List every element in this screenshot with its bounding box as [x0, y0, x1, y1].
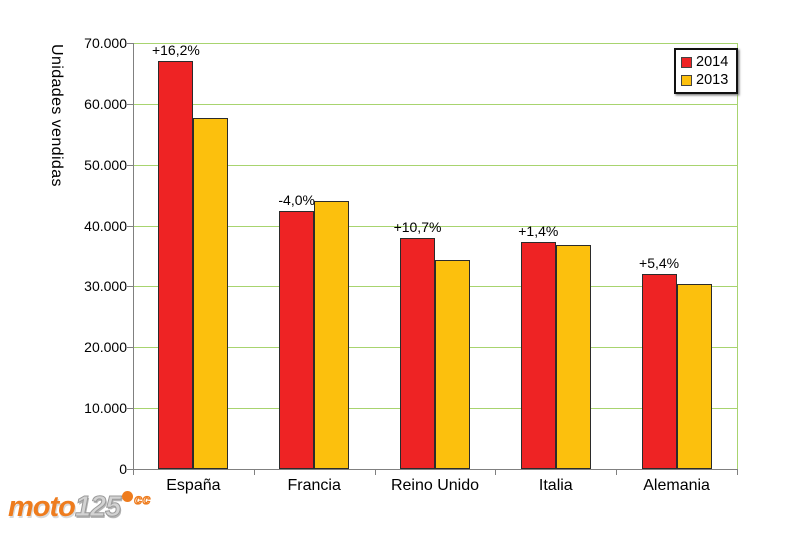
- y-tick-label: 40.000: [84, 217, 127, 234]
- y-tick-label: 30.000: [84, 278, 127, 295]
- x-tick: [616, 470, 618, 475]
- bar-2014: [279, 211, 315, 469]
- legend-label-2013: 2013: [696, 71, 729, 88]
- bar-2014: [158, 61, 194, 469]
- moto125cc-logo: moto125 cc: [8, 490, 151, 527]
- x-tick: [374, 470, 376, 475]
- legend: 2014 2013: [674, 48, 739, 94]
- y-tick: [127, 347, 133, 349]
- bar-2014: [520, 241, 556, 469]
- bar-2014: [400, 237, 435, 469]
- y-axis-title: Unidades vendidas: [48, 44, 65, 187]
- plot-border-right: [737, 43, 738, 469]
- x-tick: [737, 470, 738, 475]
- plot-border-top: [133, 43, 737, 44]
- pct-change-label: +5,4%: [639, 254, 680, 271]
- x-category-label: Italia: [538, 477, 573, 494]
- y-tick-label: 10.000: [84, 400, 127, 417]
- gridline: [133, 103, 737, 105]
- logo-dot-icon: [122, 491, 134, 502]
- y-tick-label: 60.000: [84, 95, 127, 112]
- y-tick-label: 0: [119, 461, 127, 477]
- x-tick: [253, 470, 255, 475]
- bar-2013: [435, 260, 470, 469]
- legend-marker-2013-icon: [681, 74, 692, 86]
- bar-2013: [314, 200, 350, 469]
- bar-2013: [193, 117, 229, 469]
- pct-change-label: -4,0%: [278, 192, 315, 209]
- logo-moto-text: moto: [8, 491, 76, 523]
- logo-125-text: 125: [74, 491, 121, 524]
- y-tick: [127, 225, 133, 227]
- legend-item-2014: 2014: [681, 53, 728, 71]
- y-tick-label: 50.000: [84, 156, 127, 173]
- x-category-label: Francia: [287, 477, 341, 494]
- y-tick-label: 20.000: [84, 339, 127, 356]
- gridline: [133, 225, 737, 227]
- pct-change-label: +10,7%: [393, 218, 442, 235]
- logo-cc-text: cc: [134, 490, 151, 507]
- y-tick: [127, 469, 133, 470]
- legend-marker-2014-icon: [681, 56, 692, 68]
- y-tick-label: 70.000: [84, 35, 127, 51]
- x-category-label: España: [166, 477, 221, 494]
- y-tick: [127, 43, 133, 44]
- y-tick: [127, 103, 133, 105]
- y-tick: [127, 408, 133, 410]
- x-tick: [133, 470, 134, 475]
- bar-2013: [555, 244, 591, 469]
- y-tick: [127, 164, 133, 166]
- pct-change-label: +16,2%: [151, 42, 200, 59]
- y-axis-line: [133, 43, 134, 470]
- bar-2014: [641, 273, 677, 469]
- legend-item-2013: 2013: [681, 71, 728, 89]
- bar-2013: [676, 283, 712, 469]
- gridline: [133, 164, 737, 166]
- x-category-label: Reino Unido: [390, 477, 480, 494]
- y-tick: [127, 286, 133, 288]
- x-tick: [495, 470, 497, 475]
- legend-label-2014: 2014: [696, 53, 729, 70]
- x-category-label: Alemania: [643, 477, 710, 494]
- pct-change-label: +1,4%: [518, 222, 559, 239]
- x-axis-line: [133, 469, 738, 470]
